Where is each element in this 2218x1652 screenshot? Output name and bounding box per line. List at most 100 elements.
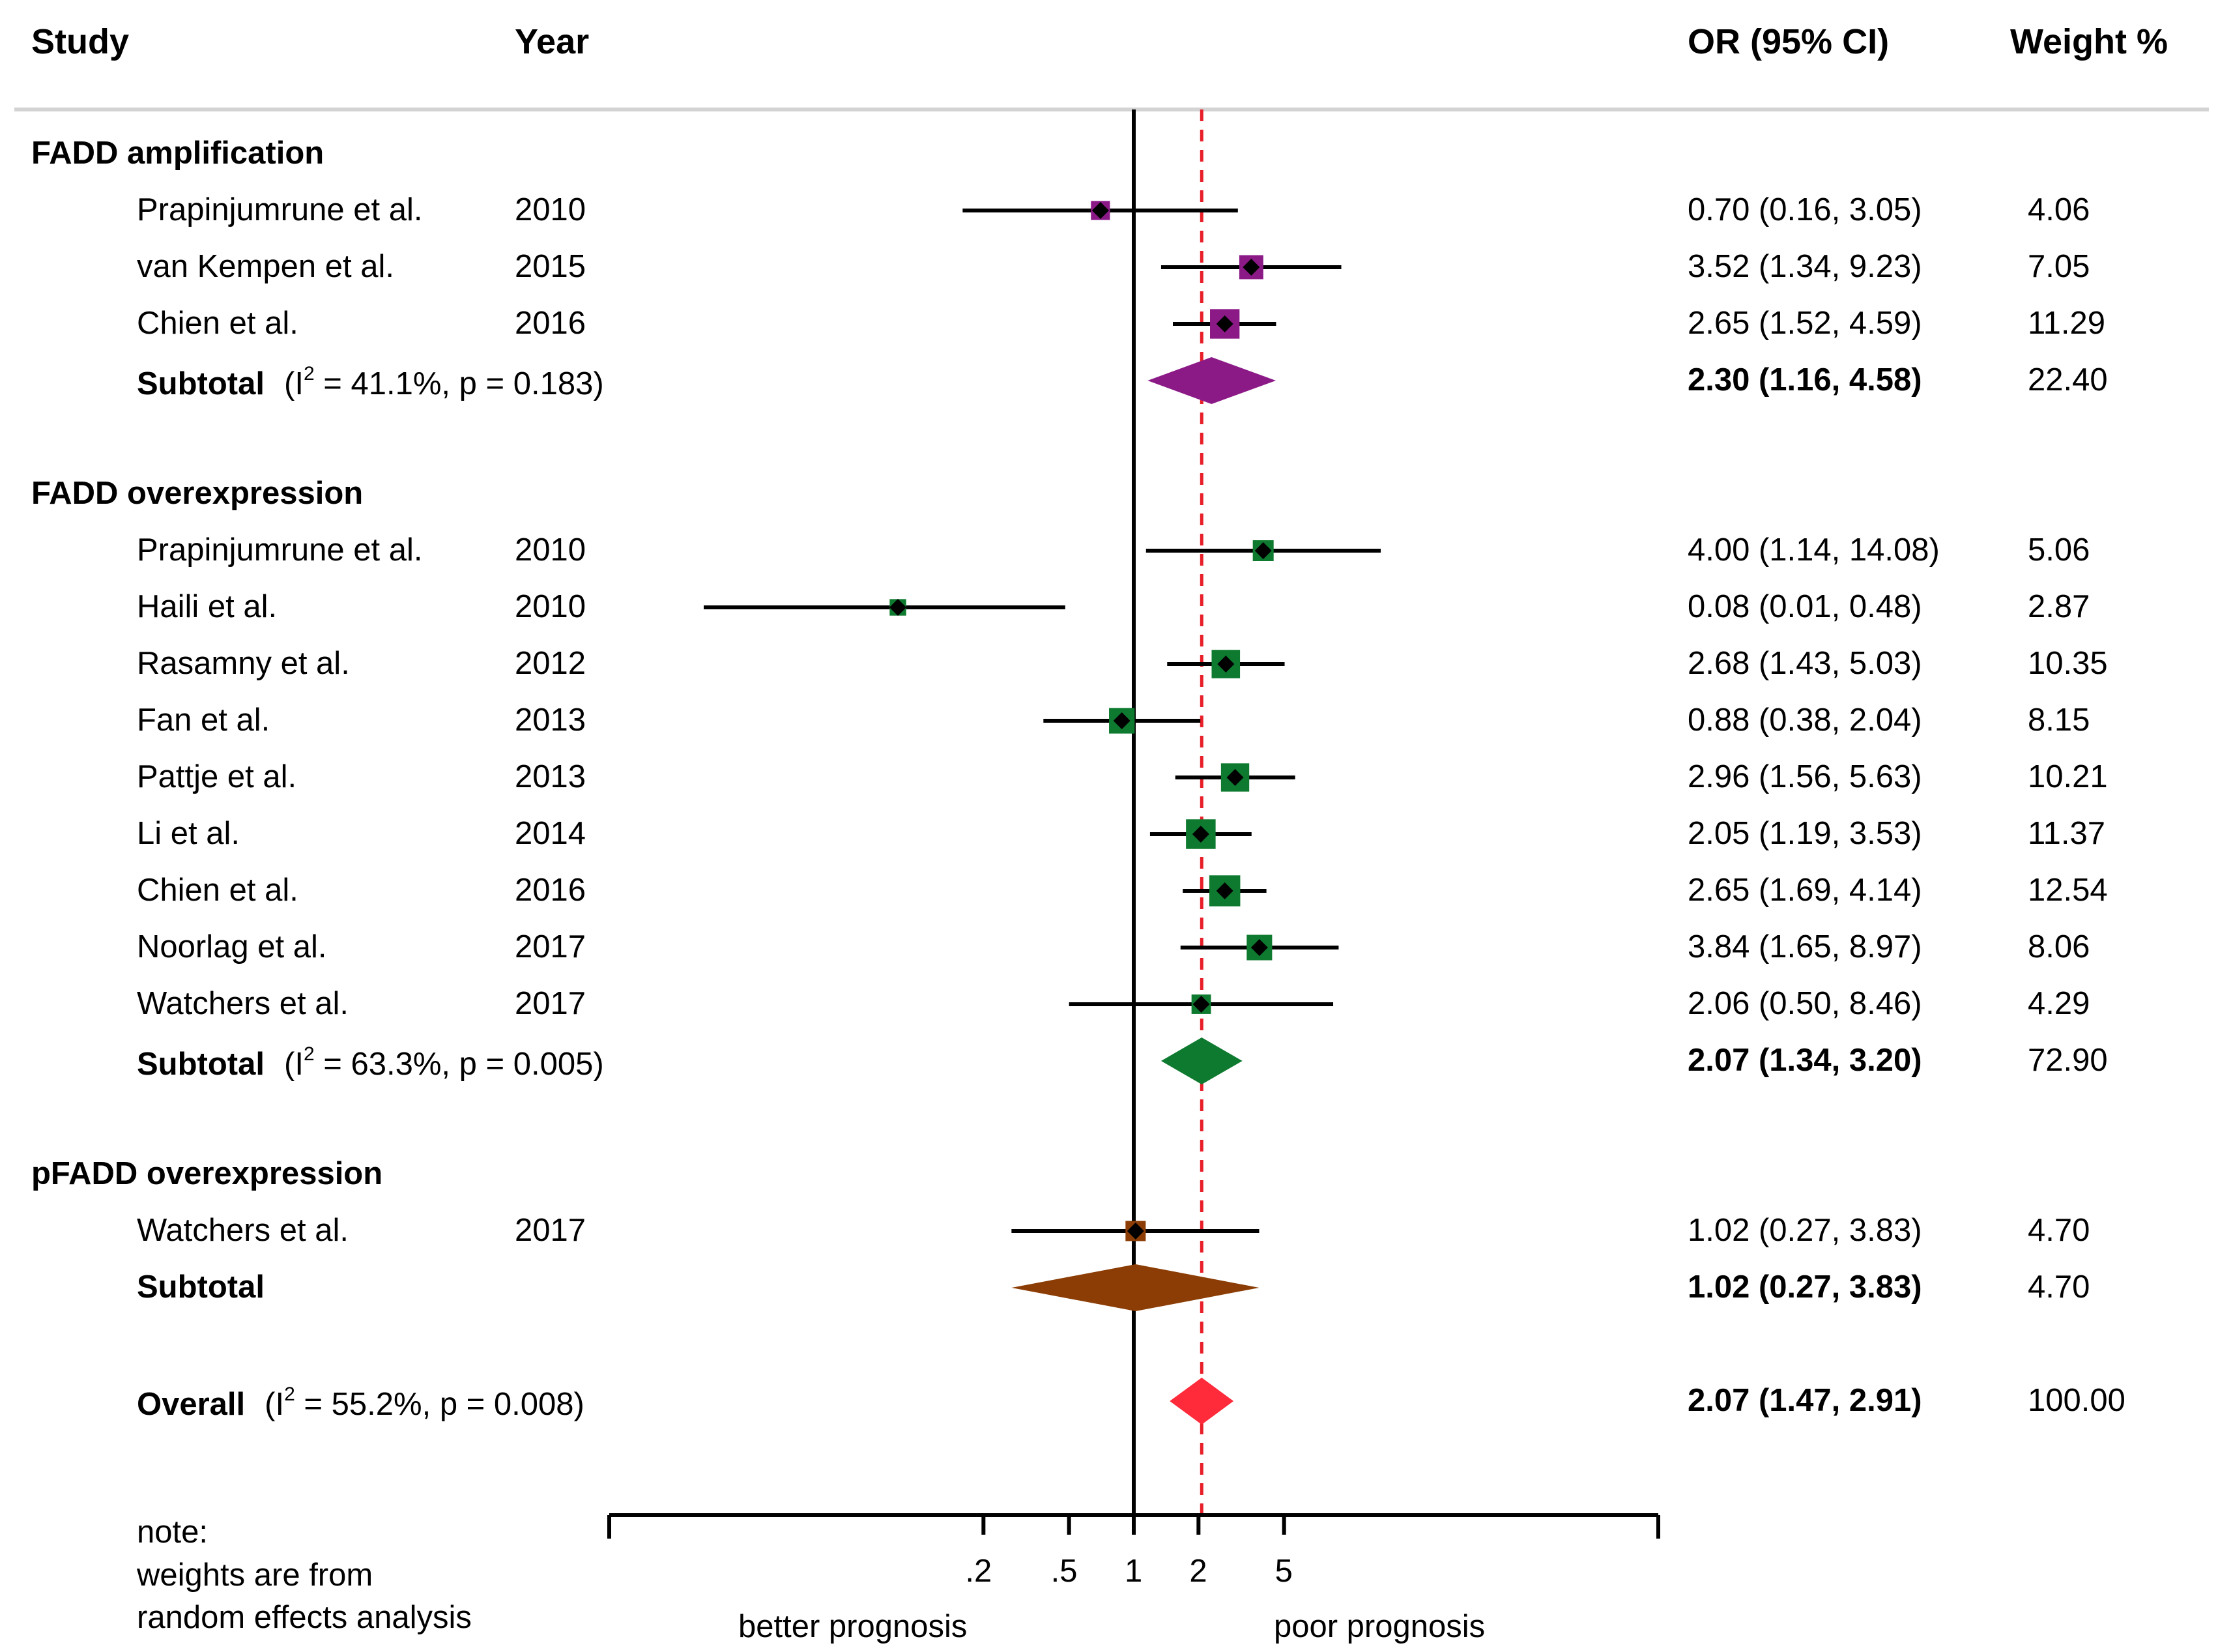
i2-value: = 55.2%, p = 0.008) [295,1387,584,1422]
study-weight: 7.05 [2028,249,2090,284]
i2-superscript: 2 [303,1043,315,1065]
study-point-estimate [1127,1223,1144,1239]
study-year: 2014 [515,816,586,851]
i2-symbol: I [275,1387,285,1422]
x-tick-label: 2 [1189,1554,1207,1589]
paren: ( [283,1047,295,1082]
study-weight: 10.21 [2028,759,2108,794]
overall-row-label: Overall [137,1387,246,1422]
overall-or-ci: 2.07 (1.47, 2.91) [1688,1383,1922,1418]
paren: ( [265,1387,276,1422]
study-weight: 2.87 [2028,589,2090,624]
study-weight: 8.06 [2028,929,2090,964]
study-name: Watchers et al. [137,1213,349,1248]
study-year: 2010 [515,589,586,624]
study-year: 2010 [515,532,586,568]
study-name: van Kempen et al. [137,249,394,284]
better-prognosis-label: better prognosis [738,1609,968,1644]
study-or-ci: 2.65 (1.69, 4.14) [1688,873,1922,908]
note-line: random effects analysis [137,1600,472,1635]
poor-prognosis-label: poor prognosis [1274,1609,1486,1644]
study-weight: 11.37 [2028,816,2105,851]
study-weight: 11.29 [2028,306,2105,341]
study-name: Prapinjumrune et al. [137,532,423,568]
study-point-estimate [1254,542,1272,559]
study-or-ci: 2.06 (0.50, 8.46) [1688,986,1922,1021]
x-tick-label: 1 [1125,1554,1143,1589]
i2-value: = 41.1%, p = 0.183) [314,366,604,401]
study-weight: 10.35 [2028,646,2108,681]
study-or-ci: 1.02 (0.27, 3.83) [1688,1213,1922,1248]
study-year: 2010 [515,192,586,227]
study-point-estimate [1192,826,1209,843]
subtotal-or-ci: 1.02 (0.27, 3.83) [1688,1269,1922,1305]
subtotal-row-label: Subtotal [137,366,265,401]
study-point-estimate [1243,259,1260,276]
subtotal-row: Subtotal [137,1271,265,1303]
subtotal-row-label: Subtotal [137,1047,265,1082]
subtotal-diamond [1011,1264,1260,1311]
note-title: note: [137,1514,208,1550]
study-point-estimate [889,599,907,616]
study-year: 2016 [515,873,586,908]
study-name: Haili et al. [137,589,278,624]
study-weight: 4.29 [2028,986,2090,1021]
study-year: 2013 [515,759,586,794]
x-tick-label: .5 [1050,1554,1078,1589]
study-point-estimate [1250,939,1268,956]
i2-value: = 63.3%, p = 0.005) [314,1047,604,1082]
study-or-ci: 2.05 (1.19, 3.53) [1688,816,1922,851]
study-or-ci: 0.88 (0.38, 2.04) [1688,703,1922,738]
subtotal-row-heterogeneity: (I2 = 41.1%, p = 0.183) [284,364,604,401]
overall-row-heterogeneity: (I2 = 55.2%, p = 0.008) [265,1384,584,1422]
study-or-ci: 0.70 (0.16, 3.05) [1688,192,1922,227]
study-year: 2017 [515,1213,586,1248]
subtotal-row-label: Subtotal [137,1269,265,1305]
study-or-ci: 2.65 (1.52, 4.59) [1688,306,1922,341]
study-name: Fan et al. [137,703,270,738]
subtotal-diamond [1160,1037,1243,1084]
subtotal-or-ci: 2.30 (1.16, 4.58) [1688,362,1922,398]
x-tick-label: .2 [965,1554,992,1589]
study-name: Noorlag et al. [137,929,327,964]
study-year: 2012 [515,646,586,681]
header-weight: Weight % [2010,22,2168,61]
group-title: FADD overexpression [31,476,364,511]
study-weight: 4.70 [2028,1213,2090,1248]
study-year: 2017 [515,986,586,1021]
study-name: Chien et al. [137,306,298,341]
subtotal-row: Subtotal (I2 = 63.3%, p = 0.005) [137,1045,604,1080]
study-point-estimate [1091,202,1109,219]
study-or-ci: 3.52 (1.34, 9.23) [1688,249,1922,284]
study-point-estimate [1113,712,1131,729]
group-title: FADD amplification [31,136,324,171]
subtotal-row-heterogeneity: (I2 = 63.3%, p = 0.005) [283,1045,604,1082]
x-tick-label: 5 [1275,1554,1293,1589]
study-year: 2013 [515,703,586,738]
subtotal-row: Subtotal (I2 = 41.1%, p = 0.183) [137,364,604,400]
subtotal-weight: 22.40 [2028,362,2108,398]
study-or-ci: 2.96 (1.56, 5.63) [1688,759,1922,794]
overall-weight: 100.00 [2028,1383,2125,1418]
header-or-ci: OR (95% CI) [1688,22,1890,61]
study-name: Pattje et al. [137,759,297,794]
subtotal-diamond [1147,357,1276,404]
study-point-estimate [1216,315,1233,332]
study-or-ci: 4.00 (1.14, 14.08) [1688,532,1940,568]
study-point-estimate [1226,769,1244,786]
study-name: Prapinjumrune et al. [137,192,423,227]
subtotal-or-ci: 2.07 (1.34, 3.20) [1688,1043,1922,1078]
study-year: 2017 [515,929,586,964]
study-or-ci: 2.68 (1.43, 5.03) [1688,646,1922,681]
header-year: Year [515,22,590,61]
study-point-estimate [1217,656,1235,673]
study-point-estimate [1192,996,1210,1013]
i2-superscript: 2 [284,1384,295,1405]
overall-row: Overall (I2 = 55.2%, p = 0.008) [137,1385,584,1421]
study-or-ci: 0.08 (0.01, 0.48) [1688,589,1922,624]
subtotal-weight: 72.90 [2028,1043,2108,1078]
overall-diamond [1170,1378,1234,1425]
study-point-estimate [1216,882,1233,899]
study-name: Rasamny et al. [137,646,350,681]
